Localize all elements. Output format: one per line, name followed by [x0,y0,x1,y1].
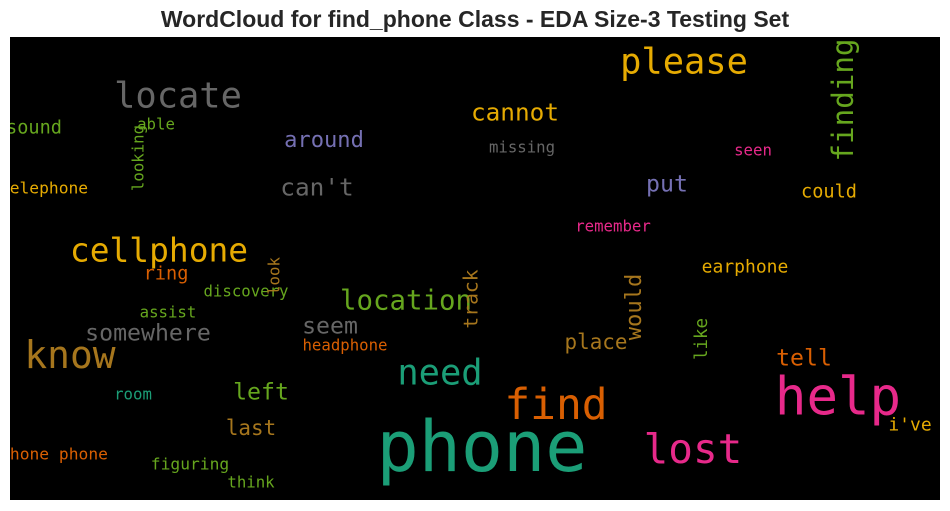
word-finding: finding [826,38,860,161]
word-know: know [24,333,115,377]
word-cellphone: cellphone [70,231,248,270]
word-tell: tell [776,345,832,372]
word-could: could [801,182,857,203]
word-somewhere: somewhere [85,320,211,347]
word-able: able [137,115,175,134]
word-missing: missing [489,138,555,157]
word-i-ve: i've [888,415,931,436]
word-looking: looking [129,125,148,191]
word-left: left [233,379,289,406]
word-put: put [646,171,688,198]
word-place: place [565,330,628,354]
word-please: please [620,42,748,83]
word-figuring: figuring [151,455,229,474]
word-last: last [226,416,276,440]
word-ring: ring [144,264,189,285]
word-seem: seem [302,313,358,340]
word-need: need [397,353,482,394]
word-discovery: discovery [203,282,288,301]
word-like: like [692,318,712,360]
word-look: look [265,257,284,295]
word-would: would [621,274,647,341]
word-telephone: telephone [10,179,88,198]
word-headphone: headphone [302,336,387,355]
chart-title: WordCloud for find_phone Class - EDA Siz… [160,6,790,32]
word-help: help [775,367,901,428]
word-track: track [460,269,483,328]
word-around: around [284,127,364,153]
word-cannot: cannot [471,98,559,127]
word-phone: phone [377,406,588,488]
wordcloud-canvas: phone help find lost know need locate please cel… [10,38,932,492]
word-remember: remember [575,217,651,236]
word-find: find [504,380,607,430]
word-locate: locate [114,76,242,117]
word-room: room [114,385,152,404]
word-location: location [340,286,472,317]
word-can-t: can't [280,173,353,202]
word-sound: sound [10,118,62,139]
word-think: think [227,473,275,492]
word-seen: seen [734,141,772,160]
word-assist: assist [140,303,197,322]
word-earphone: earphone [702,257,789,278]
word-lost: lost [644,425,743,473]
word-phone-phone: phone phone [10,445,108,464]
wordcloud-panel: phone help find lost know need locate please cel… [10,37,940,500]
